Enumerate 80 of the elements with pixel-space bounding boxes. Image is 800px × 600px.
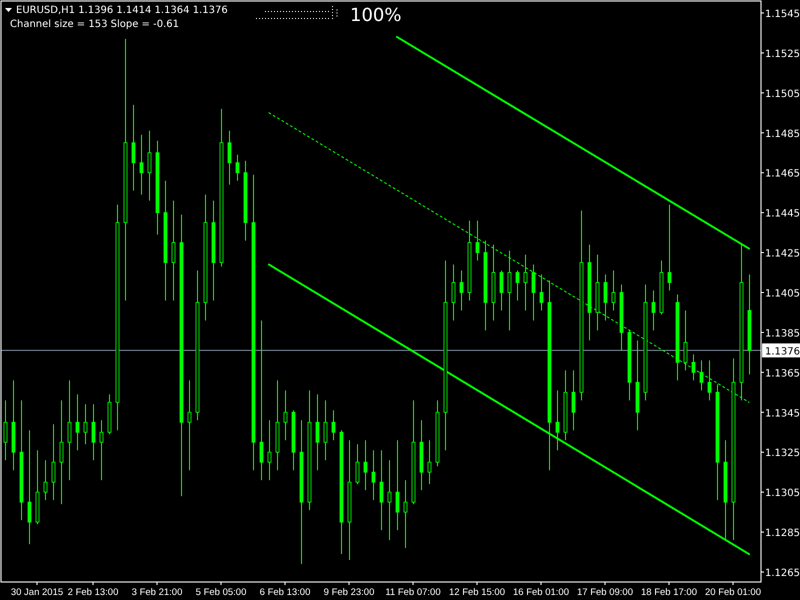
y-tick-label: 1.1385 [765,328,800,340]
candlestick [76,394,80,451]
candlestick [84,404,88,445]
chart-title: EURUSD,H1 1.1396 1.1414 1.1364 1.1376 [16,5,228,16]
candlestick [92,404,96,461]
candlestick [172,200,176,301]
candlestick [380,450,384,531]
ref-line-label: 1.1376 [765,346,800,358]
candlestick [452,264,456,321]
candlestick [132,104,136,192]
x-tick-label: 18 Feb 17:00 [641,587,697,598]
candlestick [372,450,376,501]
y-tick-label: 1.1505 [765,88,800,100]
x-tick-label: 16 Feb 01:00 [513,587,569,598]
y-tick-label: 1.1465 [765,168,800,180]
candlestick [268,420,272,481]
candlestick [532,264,536,321]
y-tick-label: 1.1365 [765,368,800,380]
candlestick [44,460,48,501]
x-tick-label: 9 Feb 23:00 [324,587,374,598]
y-tick-label: 1.1325 [765,448,800,460]
candlestick [4,400,8,461]
candlestick [524,254,528,311]
candlestick [68,380,72,481]
candlestick [692,354,696,381]
candlestick [60,400,64,505]
candlestick [364,440,368,491]
x-tick-label: 3 Feb 21:00 [132,587,182,598]
x-tick-label: 2 Feb 13:00 [68,587,118,598]
y-tick-label: 1.1525 [765,48,800,60]
candlestick [572,370,576,431]
y-tick-label: 1.1305 [765,488,800,500]
candlestick [260,320,264,481]
y-tick-label: 1.1485 [765,128,800,140]
y-tick-label: 1.1265 [765,568,800,580]
y-tick-label: 1.1545 [765,8,800,20]
candlestick [28,430,32,545]
candlestick [508,250,512,331]
candlestick [140,134,144,196]
y-tick-label: 1.1425 [765,248,800,260]
candlestick [388,460,392,541]
candlestick [460,270,464,311]
candlestick [188,380,192,471]
candlestick [476,220,480,262]
candlestick [100,420,104,481]
candlestick [396,440,400,531]
candlestick [668,204,672,291]
candlestick [516,270,520,301]
candlestick [52,424,56,501]
x-tick-label: 12 Feb 15:00 [449,587,505,598]
y-tick-label: 1.1345 [765,408,800,420]
x-tick-label: 17 Feb 09:00 [577,587,633,598]
annotation: 100% [350,5,402,26]
candlestick [324,400,328,461]
y-tick-label: 1.1445 [765,208,800,220]
candlestick [700,360,704,391]
candlestick [540,274,544,311]
candlestick [684,310,688,371]
candlestick [404,480,408,549]
candlestick [652,290,656,331]
candlestick [228,130,232,186]
candlestick [612,270,616,311]
text: Channel size = 153 Slope = -0.61 [10,19,179,30]
y-tick-label: 1.1405 [765,288,800,300]
x-tick-label: 30 Jan 2015 [10,587,64,598]
candlestick [500,270,504,311]
x-tick-label: 5 Feb 05:00 [196,587,246,598]
x-tick-label: 11 Feb 07:00 [385,587,441,598]
candlestick [604,274,608,321]
candlestick [284,390,288,441]
candlestick [236,154,240,182]
candlestick [316,394,320,471]
candlestick [556,390,560,451]
candlestick [428,440,432,485]
y-tick-label: 1.1285 [765,528,800,540]
x-tick-label: 20 Feb 01:00 [705,587,761,598]
candlestick [148,130,152,202]
candlestick [332,410,336,441]
x-tick-label: 6 Feb 13:00 [260,587,310,598]
candlestick [356,444,360,485]
